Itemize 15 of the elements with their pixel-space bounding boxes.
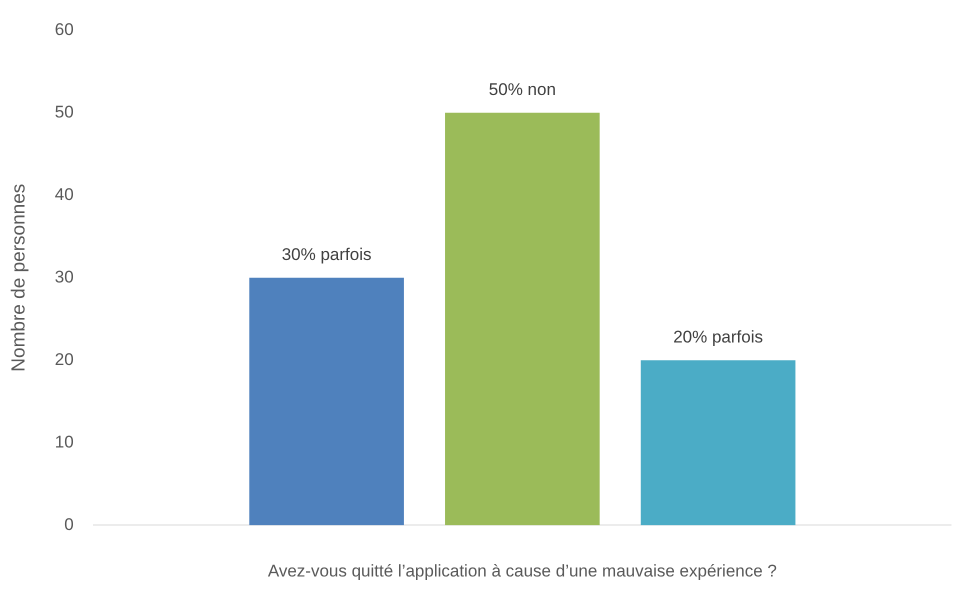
- bar: [445, 112, 600, 526]
- y-tick-label: 30: [54, 267, 74, 286]
- y-tick-label: 50: [54, 102, 74, 122]
- x-axis-title: Avez-vous quitté l’application à cause d’une mauvaise expérience ?: [268, 561, 777, 580]
- data-label: 20% parfois: [673, 327, 763, 346]
- y-tick-label: 60: [54, 20, 74, 39]
- bar: [640, 360, 796, 526]
- bar: [249, 278, 404, 526]
- y-tick-label: 40: [54, 184, 74, 204]
- y-tick-label: 0: [64, 514, 74, 534]
- data-label: 30% parfois: [282, 244, 372, 264]
- y-axis-title: Nombre de personnes: [8, 184, 30, 372]
- y-tick-label: 20: [54, 350, 74, 369]
- data-label: 50% non: [488, 80, 556, 99]
- y-tick-label: 10: [54, 432, 74, 452]
